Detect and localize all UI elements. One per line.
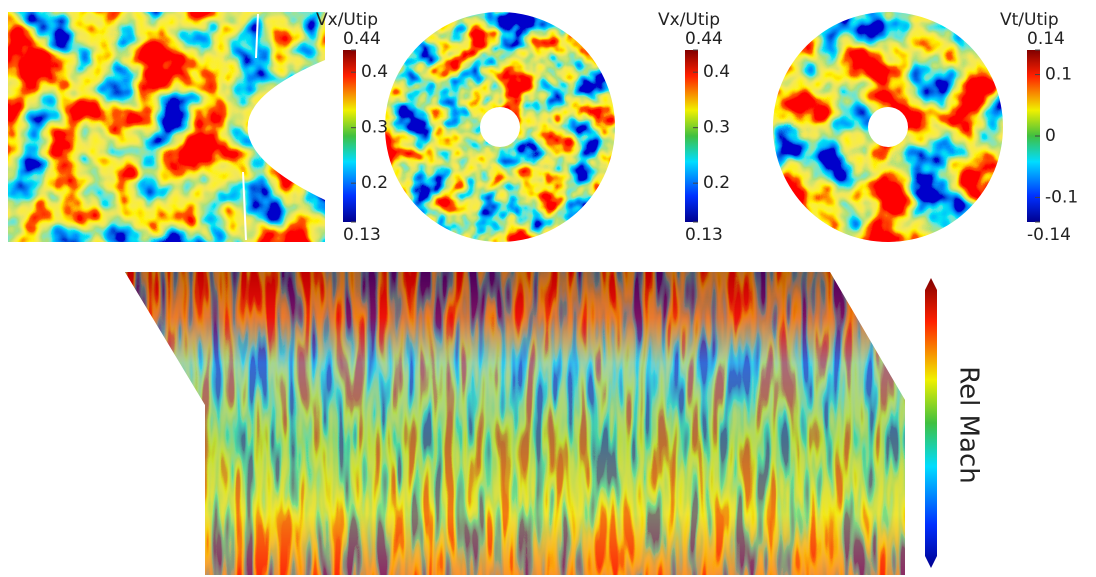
colorbar-tick-label: 0.3 — [361, 118, 388, 138]
colorbar-title: Rel Mach — [954, 366, 984, 484]
axial-slice-contour — [8, 12, 325, 242]
colorbar-tick-label: 0.2 — [361, 173, 388, 193]
colorbar-tick-label: 0.44 — [343, 29, 381, 49]
colorbar-title: Vt/Utip — [1000, 10, 1059, 30]
colorbar — [685, 50, 698, 222]
colorbar-tick-label: 0.3 — [703, 118, 730, 138]
colorbar-tick-label: 0.44 — [685, 29, 723, 49]
colorbar-tick-label: 0.13 — [685, 225, 723, 245]
colorbar-title: Vx/Utip — [658, 10, 720, 30]
colorbar-tick-label: 0 — [1045, 126, 1056, 146]
colorbar-tick-label: 0.14 — [1027, 29, 1065, 49]
disc-contour-vt — [773, 12, 1003, 242]
colorbar-tick-label: 0.4 — [361, 62, 388, 82]
colorbar-tick-label: 0.2 — [703, 173, 730, 193]
colorbar — [925, 278, 937, 568]
colorbar — [343, 50, 356, 222]
blade-passage-contour — [125, 272, 905, 575]
disc-contour-vx — [385, 12, 615, 242]
figure: Vx/Utip0.440.40.30.20.13Vx/Utip0.440.40.… — [0, 0, 1096, 577]
colorbar-tick-label: 0.1 — [1045, 65, 1072, 85]
colorbar-tick-label: -0.1 — [1045, 187, 1078, 207]
colorbar-tick-label: 0.4 — [703, 62, 730, 82]
colorbar-tick-label: 0.13 — [343, 225, 381, 245]
colorbar-title: Vx/Utip — [316, 10, 378, 30]
colorbar-tick-label: -0.14 — [1027, 225, 1071, 245]
